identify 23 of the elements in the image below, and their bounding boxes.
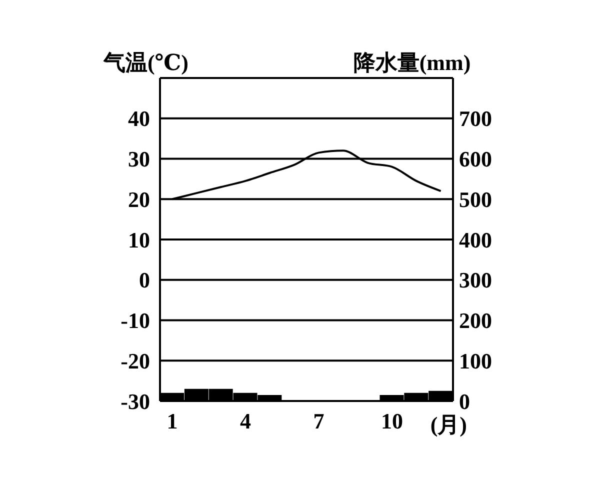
y-axis-title: 气温(℃) bbox=[102, 50, 189, 75]
y2-tick-label: 500 bbox=[459, 186, 492, 212]
y-tick-label: -10 bbox=[120, 308, 150, 334]
x-tick-label: 7 bbox=[313, 408, 324, 434]
y2-tick-label: 600 bbox=[459, 146, 492, 172]
y-tick-label: 30 bbox=[128, 146, 150, 172]
x-tick-label: 1 bbox=[166, 408, 178, 434]
y-tick-label: 20 bbox=[128, 186, 150, 212]
y2-tick-label: 0 bbox=[459, 388, 470, 414]
x-tick-label: 4 bbox=[240, 408, 251, 434]
y-tick-label: 10 bbox=[128, 227, 150, 252]
x-tick-label: 10 bbox=[380, 408, 403, 434]
y2-tick-label: 200 bbox=[459, 308, 492, 334]
y2-tick-label: 400 bbox=[459, 227, 492, 252]
y2-tick-label: 700 bbox=[459, 106, 492, 132]
y-tick-label: 0 bbox=[139, 268, 150, 293]
y2-tick-label: 100 bbox=[459, 348, 492, 374]
y2-tick-label: 300 bbox=[459, 268, 492, 293]
x-axis-title: (月) bbox=[430, 412, 467, 437]
y-tick-label: -30 bbox=[120, 388, 150, 414]
y-tick-label: 40 bbox=[128, 106, 150, 132]
y2-axis-title: 降水量(mm) bbox=[353, 50, 471, 75]
y-tick-label: -20 bbox=[120, 348, 150, 374]
